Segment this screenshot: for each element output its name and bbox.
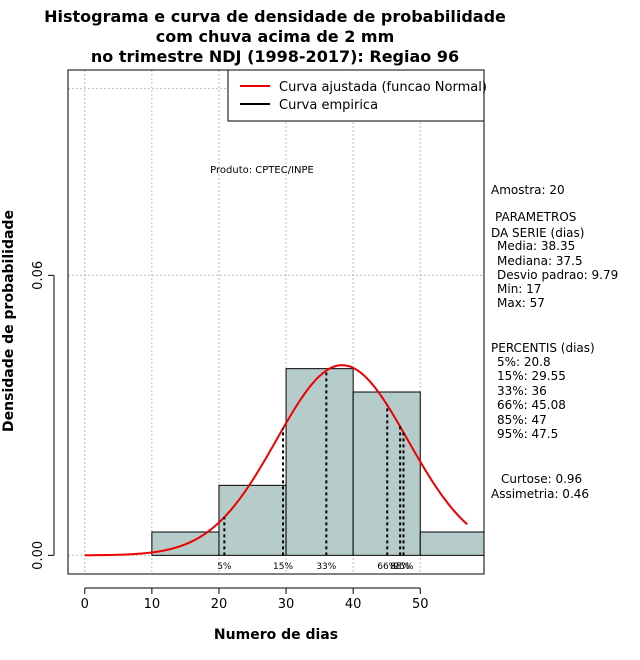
x-tick-label-40: 40: [345, 597, 362, 612]
percentile-line-label-0: 5%: [217, 562, 232, 572]
histogram-bars: [151, 368, 485, 556]
sample-size: Amostra: 20: [491, 183, 565, 197]
stat-max: Max: 57: [497, 296, 545, 310]
percentile-line-label-4: 85%: [390, 562, 410, 572]
percentile-85: 85%: 47: [497, 413, 547, 427]
histogram-bar-4: [352, 391, 421, 556]
chart-title-line-3: no trimestre NDJ (1998-2017): Regiao 96: [91, 47, 459, 66]
percentile-markers: 5% 15% 33% 66%85%95%: [217, 370, 414, 572]
percentiles-heading: PERCENTIS (dias): [491, 341, 595, 355]
stat-mean: Media: 38.35: [497, 239, 575, 253]
x-tick-label-30: 30: [278, 597, 295, 612]
fitted-normal-curve: [84, 364, 468, 557]
stat-std-dev: Desvio padrao: 9.79: [497, 268, 618, 282]
y-tick-label-0: 0.00: [31, 541, 46, 570]
percentile-66: 66%: 45.08: [497, 398, 566, 412]
x-axis-title: Numero de dias: [214, 627, 338, 643]
chart-title-line-2: com chuva acima de 2 mm: [156, 27, 395, 46]
x-tick-label-20: 20: [211, 597, 228, 612]
legend-label-empirical: Curva empirica: [279, 98, 378, 113]
y-tick-label-1: 0.06: [31, 261, 46, 290]
stat-median: Mediana: 37.5: [497, 254, 583, 268]
percentile-95: 95%: 47.5: [497, 427, 558, 441]
params-subheading: DA SERIE (dias): [491, 226, 584, 240]
product-annotation: Produto: CPTEC/INPE: [210, 165, 314, 176]
skewness: Assimetria: 0.46: [491, 487, 589, 501]
chart-title-line-1: Histograma e curva de densidade de proba…: [44, 7, 506, 26]
histogram-bar-2: [218, 484, 287, 556]
legend-label-fitted: Curva ajustada (funcao Normal): [279, 80, 487, 95]
stat-min: Min: 17: [497, 282, 541, 296]
histogram-bar-5: [419, 531, 485, 556]
legend: Curva ajustada (funcao Normal) Curva emp…: [227, 69, 487, 122]
percentile-15: 15%: 29.55: [497, 369, 566, 383]
percentile-33: 33%: 36: [497, 384, 547, 398]
params-heading: PARAMETROS: [495, 210, 576, 224]
percentile-line-label-2: 33%: [316, 562, 336, 572]
x-tick-label-10: 10: [144, 597, 161, 612]
kurtosis: Curtose: 0.96: [501, 472, 582, 486]
density-curves: [84, 364, 468, 557]
percentile-line-label-1: 15%: [273, 562, 293, 572]
x-tick-label-0: 0: [81, 597, 89, 612]
x-tick-label-50: 50: [412, 597, 429, 612]
legend-box: [227, 69, 485, 122]
statistics-panel: Amostra: 20 PARAMETROS DA SERIE (dias) M…: [491, 183, 618, 501]
histogram-bar-3: [285, 368, 354, 556]
percentile-line-label-5: 95%: [393, 562, 413, 572]
axes: 0 10 20 30 40 50 0.00 0.06: [31, 261, 429, 612]
y-axis-title: Densidade de probabilidade: [1, 210, 17, 432]
percentile-5: 5%: 20.8: [497, 355, 551, 369]
percentile-line-label-3: 66%: [377, 562, 397, 572]
